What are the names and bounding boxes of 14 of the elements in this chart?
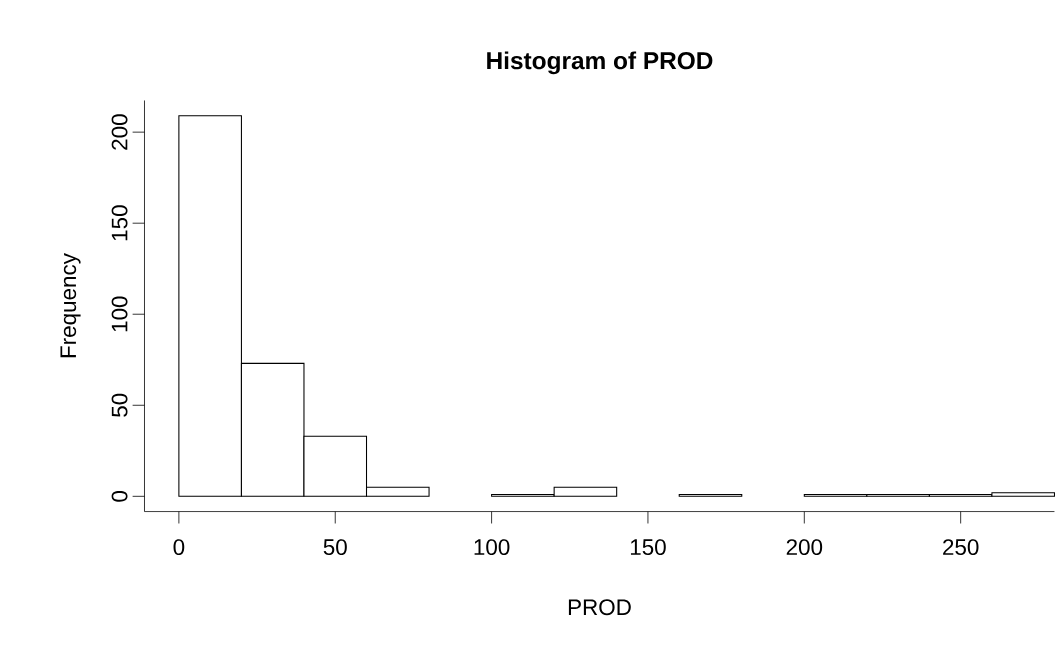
x-tick-label: 0 xyxy=(173,539,185,555)
y-tick-label: 200 xyxy=(111,114,128,150)
y-tick-label: 0 xyxy=(111,490,128,502)
x-tick-label: 100 xyxy=(474,539,510,555)
chart-title: Histogram of PROD xyxy=(487,51,713,75)
x-tick-label: 150 xyxy=(630,539,666,555)
y-tick-label: 100 xyxy=(111,296,128,332)
x-tick-label: 250 xyxy=(943,539,979,555)
x-tick-label: 50 xyxy=(323,539,347,555)
y-axis-title: Frequency xyxy=(60,253,81,358)
y-tick-label: 50 xyxy=(111,393,128,417)
x-tick-label: 200 xyxy=(786,539,823,555)
x-axis-title: PROD xyxy=(568,599,631,616)
y-tick-label: 150 xyxy=(111,205,128,241)
